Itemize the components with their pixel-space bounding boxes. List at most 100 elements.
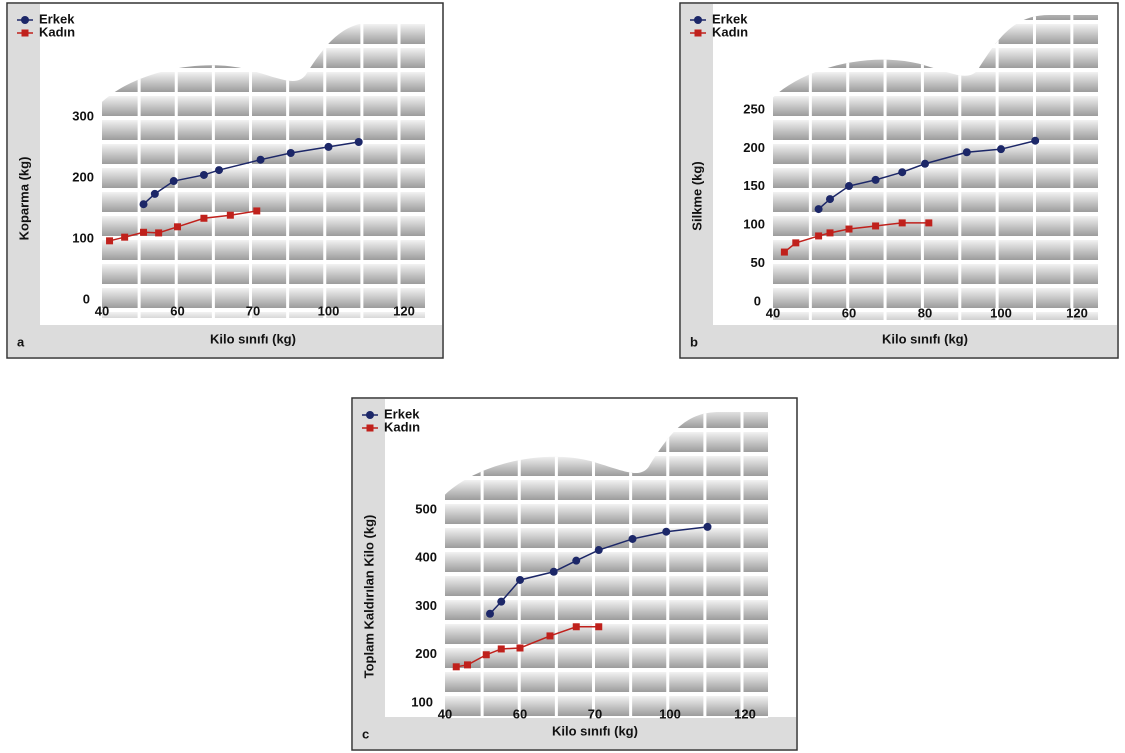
panel-label: c xyxy=(362,726,369,741)
panel-label: b xyxy=(690,334,698,349)
data-point xyxy=(872,176,880,184)
x-tick-label: 40 xyxy=(438,706,452,721)
data-point xyxy=(483,651,490,658)
x-axis-label: Kilo sınıfı (kg) xyxy=(552,723,638,738)
page: {"chart_data": [ {"type": "line", "panel… xyxy=(0,0,1125,753)
data-point xyxy=(497,598,505,606)
data-point xyxy=(921,160,929,168)
x-axis-label: Kilo sınıfı (kg) xyxy=(210,331,296,346)
data-point xyxy=(215,166,223,174)
data-point xyxy=(325,143,333,151)
x-tick-label: 70 xyxy=(588,706,602,721)
data-point xyxy=(898,168,906,176)
y-tick-label: 50 xyxy=(751,255,765,270)
y-tick-label: 200 xyxy=(72,169,94,184)
legend-marker xyxy=(21,16,29,24)
y-axis-label: Toplam Kaldırılan Kilo (kg) xyxy=(361,515,376,679)
data-point xyxy=(106,237,113,244)
x-tick-label: 120 xyxy=(734,706,756,721)
y-axis-label: Koparma (kg) xyxy=(16,157,31,241)
y-axis-label: Silkme (kg) xyxy=(689,161,704,230)
data-point xyxy=(925,219,932,226)
y-tick-label: 0 xyxy=(83,291,90,306)
data-point xyxy=(572,557,580,565)
y-tick-label: 100 xyxy=(411,694,433,709)
data-point xyxy=(550,568,558,576)
x-tick-label: 60 xyxy=(842,305,856,320)
data-point xyxy=(257,156,265,164)
data-point xyxy=(516,576,524,584)
data-point xyxy=(963,148,971,156)
legend-label: Kadın xyxy=(384,419,420,434)
data-point xyxy=(355,138,363,146)
data-point xyxy=(827,229,834,236)
legend-marker xyxy=(694,16,702,24)
data-point xyxy=(174,223,181,230)
data-point xyxy=(486,610,494,618)
data-point xyxy=(872,222,879,229)
data-point xyxy=(595,623,602,630)
y-tick-label: 250 xyxy=(743,101,765,116)
data-point xyxy=(140,200,148,208)
legend-label: Kadın xyxy=(39,24,75,39)
y-tick-label: 200 xyxy=(743,140,765,155)
data-point xyxy=(140,229,147,236)
legend-marker xyxy=(22,30,29,37)
x-tick-label: 100 xyxy=(659,706,681,721)
data-point xyxy=(704,523,712,531)
data-point xyxy=(899,219,906,226)
data-point xyxy=(227,212,234,219)
data-point xyxy=(253,207,260,214)
x-tick-label: 120 xyxy=(1066,305,1088,320)
legend-marker xyxy=(366,411,374,419)
data-point xyxy=(170,177,178,185)
data-point xyxy=(781,249,788,256)
data-point xyxy=(792,239,799,246)
legend-marker xyxy=(695,30,702,37)
data-point xyxy=(846,226,853,233)
data-point xyxy=(155,229,162,236)
y-tick-label: 200 xyxy=(415,646,437,661)
data-point xyxy=(200,215,207,222)
x-tick-label: 60 xyxy=(170,303,184,318)
figure: 0100200300406070100120Kilo sınıfı (kg)aK… xyxy=(0,0,1125,753)
data-point xyxy=(595,546,603,554)
data-point xyxy=(826,195,834,203)
x-tick-label: 100 xyxy=(318,303,340,318)
data-point xyxy=(200,171,208,179)
x-tick-label: 60 xyxy=(513,706,527,721)
data-point xyxy=(997,145,1005,153)
y-tick-label: 100 xyxy=(72,230,94,245)
data-point xyxy=(151,190,159,198)
data-point xyxy=(498,645,505,652)
data-point xyxy=(573,623,580,630)
x-tick-label: 100 xyxy=(990,305,1012,320)
data-point xyxy=(845,182,853,190)
data-point xyxy=(453,663,460,670)
data-point xyxy=(629,535,637,543)
data-point xyxy=(662,528,670,536)
data-point xyxy=(1031,137,1039,145)
data-point xyxy=(287,149,295,157)
panel: 050100150200250406080100120Kilo sınıfı (… xyxy=(680,3,1118,358)
x-axis-label: Kilo sınıfı (kg) xyxy=(882,331,968,346)
y-tick-label: 150 xyxy=(743,178,765,193)
data-point xyxy=(517,644,524,651)
legend-label: Kadın xyxy=(712,24,748,39)
legend-marker xyxy=(367,425,374,432)
data-point xyxy=(547,632,554,639)
data-point xyxy=(121,234,128,241)
x-tick-label: 80 xyxy=(918,305,932,320)
y-tick-label: 0 xyxy=(754,293,761,308)
x-tick-label: 40 xyxy=(95,303,109,318)
data-point xyxy=(815,232,822,239)
x-tick-label: 70 xyxy=(246,303,260,318)
data-point xyxy=(815,205,823,213)
y-tick-label: 500 xyxy=(415,501,437,516)
y-tick-label: 300 xyxy=(415,598,437,613)
y-tick-label: 300 xyxy=(72,108,94,123)
x-tick-label: 40 xyxy=(766,305,780,320)
data-point xyxy=(464,661,471,668)
